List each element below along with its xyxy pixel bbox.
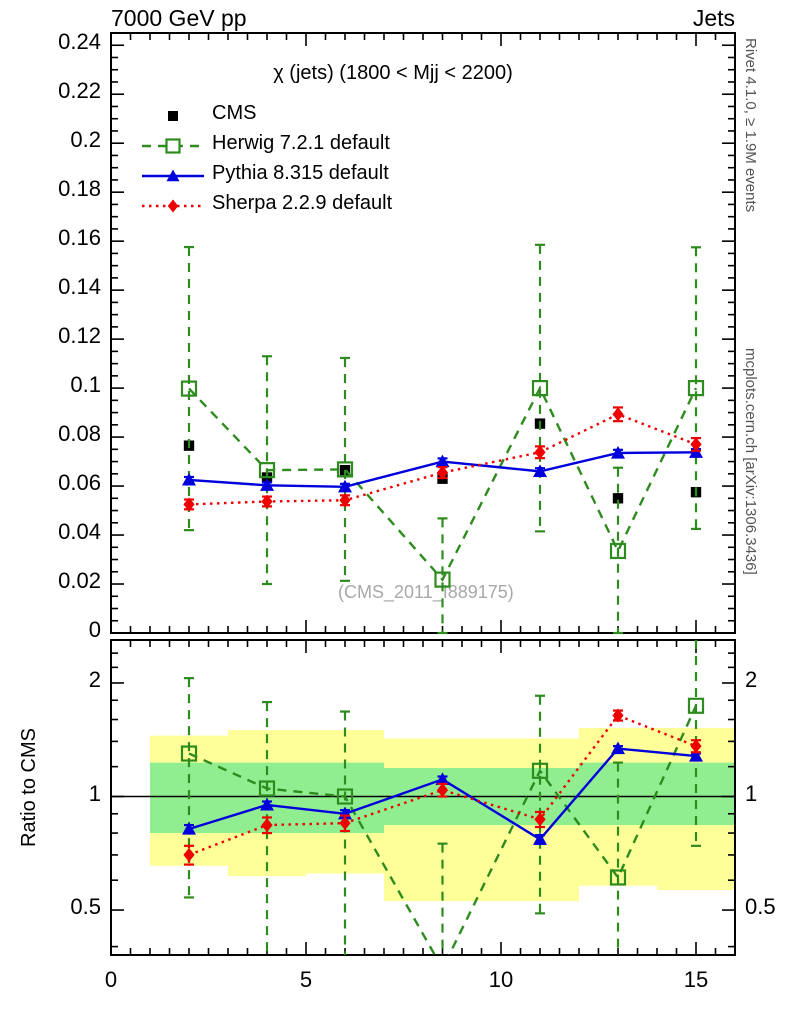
main-ytick-label: 0.06 [58, 470, 101, 496]
main-ytick-label: 0 [88, 617, 101, 642]
main-datapoint-herwig [258, 462, 276, 479]
main-datapoint-sherpa [183, 497, 195, 512]
main-ytick-label: 0.24 [58, 29, 101, 55]
main-datapoint-sherpa [612, 407, 624, 422]
rivet-version-label: Rivet 4.1.0, ≥ 1.9M events [742, 38, 759, 213]
plot-title: χ (jets) (1800 < Mjj < 2200) [273, 62, 513, 84]
main-ytick-label: 0.14 [58, 274, 101, 300]
ratio-datapoint-herwig [687, 697, 705, 714]
main-datapoint-sherpa [339, 493, 351, 508]
ratio-datapoint-sherpa [690, 739, 702, 754]
legend-marker-square-filled [168, 111, 178, 121]
legend-label: Sherpa 2.2.9 default [212, 192, 393, 214]
mcplots-reference-label: mcplots.cern.ch [arXiv:1306.3436] [742, 348, 759, 575]
ratio-datapoint-pythia [689, 749, 703, 762]
main-ytick-label: 0.1 [70, 372, 101, 398]
ratio-ytick-label-right: 2 [745, 666, 758, 692]
ratio-datapoint-sherpa [612, 708, 624, 723]
main-ytick-label: 0.12 [58, 323, 101, 349]
ratio-datapoint-sherpa [436, 783, 449, 798]
main-ytick-label: 0.04 [58, 519, 101, 545]
main-datapoint-cms [612, 493, 624, 504]
ratio-datapoint-pythia [533, 832, 547, 845]
legend-label: CMS [212, 102, 257, 124]
ratio-ytick-label-right: 1 [745, 780, 758, 806]
main-datapoint-herwig [687, 380, 705, 397]
ratio-datapoint-herwig [336, 788, 354, 805]
ratio-datapoint-herwig [609, 869, 627, 886]
ratio-datapoint-sherpa [534, 812, 546, 827]
main-datapoint-sherpa [534, 445, 546, 460]
main-ytick-label: 0.16 [58, 225, 101, 251]
ratio-datapoint-pythia [182, 822, 196, 835]
legend-label: Herwig 7.2.1 default [212, 132, 390, 154]
ratio-ytick-label-left: 0.5 [70, 894, 101, 920]
ratio-datapoint-herwig [531, 762, 549, 779]
main-datapoint-herwig [531, 380, 549, 397]
main-datapoint-pythia [435, 454, 450, 468]
main-datapoint-sherpa [261, 494, 273, 509]
main-datapoint-herwig [180, 380, 198, 397]
main-ytick-label: 0.02 [58, 568, 101, 594]
main-ytick-label: 0.2 [70, 127, 101, 153]
main-datapoint-pythia [533, 464, 547, 477]
main-datapoint-sherpa [690, 437, 702, 452]
ratio-datapoint-sherpa [261, 818, 273, 833]
main-ytick-label: 0.22 [58, 78, 101, 104]
main-datapoint-pythia [182, 472, 196, 486]
main-datapoint-pythia [338, 479, 352, 493]
ratio-ytick-label-right: 0.5 [745, 894, 776, 920]
ratio-datapoint-sherpa [183, 847, 195, 862]
xtick-label: 10 [488, 967, 514, 992]
xtick-label: 0 [104, 967, 118, 992]
legend-label: Pythia 8.315 default [212, 162, 389, 184]
main-datapoint-sherpa [436, 465, 449, 480]
xtick-label: 5 [299, 967, 313, 992]
main-datapoint-herwig [336, 461, 354, 478]
ratio-datapoint-sherpa [339, 816, 351, 831]
main-datapoint-herwig [609, 542, 627, 560]
ratio-ytick-label-left: 1 [88, 780, 101, 806]
header-right-category-label: Jets [692, 5, 735, 31]
legend-marker-triangle-filled [142, 169, 204, 182]
ratio-datapoint-herwig [180, 745, 198, 762]
header-left-beam-label: 7000 GeV pp [111, 5, 247, 31]
main-ytick-label: 0.08 [58, 421, 101, 447]
ratio-datapoint-pythia [260, 797, 274, 811]
main-datapoint-herwig [434, 571, 451, 588]
main-datapoint-pythia [260, 478, 274, 491]
main-datapoint-pythia [611, 446, 625, 459]
legend-marker-diamond-filled [142, 199, 204, 213]
xtick-label: 15 [683, 967, 709, 992]
ratio-ytick-label-left: 2 [88, 666, 101, 692]
analysis-id-watermark: (CMS_2011_I889175) [338, 582, 514, 602]
ratio-datapoint-pythia [611, 741, 625, 755]
main-ytick-label: 0.18 [58, 176, 101, 202]
legend-marker-square-open [142, 138, 204, 154]
ratio-datapoint-herwig [258, 780, 276, 797]
ratio-datapoint-pythia [435, 772, 450, 786]
